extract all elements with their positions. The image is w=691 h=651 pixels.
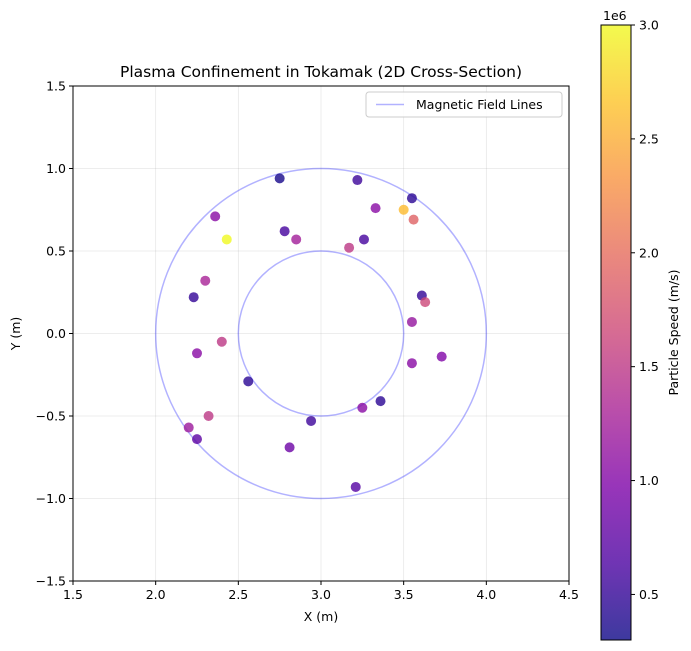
x-tick-label: 4.0 [476, 587, 496, 602]
particle-point [398, 204, 409, 215]
particle-point [192, 348, 202, 359]
particle-point [306, 415, 317, 426]
particle-point [350, 481, 361, 492]
legend: Magnetic Field Lines [365, 91, 563, 118]
y-tick-label: 1.0 [46, 161, 66, 176]
y-tick-label: 1.5 [46, 79, 66, 94]
field-line-circle [154, 167, 488, 500]
particle-point [420, 297, 431, 308]
colorbar-tick-label: 1.5 [639, 359, 659, 374]
legend-label: Magnetic Field Lines [416, 97, 543, 112]
y-tick-label: −0.5 [36, 409, 66, 424]
colorbar-tick-label: 1.0 [639, 473, 659, 488]
particle-point [192, 434, 202, 445]
colorbar-tick-label: 2.0 [639, 245, 659, 260]
particle-point [291, 234, 302, 245]
x-tick-label: 2.5 [228, 587, 248, 602]
legend-box [365, 91, 563, 118]
particle-point [200, 275, 211, 286]
particle-point [352, 175, 363, 186]
particle-points [183, 173, 447, 492]
particle-point [203, 411, 214, 421]
y-axis-label: Y (m) [8, 317, 23, 352]
particle-point [279, 226, 290, 237]
y-tick-label: −1.5 [36, 574, 66, 589]
particle-point [436, 351, 447, 362]
particle-point [406, 316, 417, 327]
particle-point [221, 234, 232, 245]
particle-point [406, 358, 417, 369]
particle-point [243, 376, 254, 387]
magnetic-field-lines [154, 167, 488, 500]
colorbar-tick-label: 2.5 [639, 131, 659, 146]
particle-point [357, 402, 368, 413]
colorbar-tick-label: 3.0 [639, 18, 659, 33]
x-axis-ticks: 1.5 2.0 2.5 3.0 3.5 4.0 4.5 [63, 581, 579, 602]
x-tick-label: 3.5 [394, 587, 414, 602]
particle-point [370, 203, 381, 214]
colorbar-gradient [600, 24, 632, 641]
y-tick-label: 0.5 [46, 244, 66, 259]
x-tick-label: 1.5 [63, 587, 83, 602]
y-tick-label: −1.0 [36, 491, 66, 506]
colorbar-multiplier: 1e6 [603, 8, 627, 23]
colorbar-ticks: 0.5 1.0 1.5 2.0 2.5 3.0 [631, 18, 659, 602]
colorbar: 0.5 1.0 1.5 2.0 2.5 3.0 1e6 Particle Speed (m… [600, 8, 681, 641]
particle-point [344, 242, 355, 253]
particle-point [183, 422, 194, 433]
x-tick-label: 2.0 [146, 587, 166, 602]
particle-point [406, 193, 417, 204]
particle-point [408, 214, 419, 225]
field-line-circle [237, 250, 405, 417]
y-tick-label: 0.0 [46, 326, 66, 341]
particle-point [216, 336, 227, 347]
particle-point [375, 396, 386, 407]
particle-point [358, 234, 369, 245]
chart-title: Plasma Confinement in Tokamak (2D Cross-… [120, 63, 522, 81]
x-tick-label: 3.0 [311, 587, 331, 602]
particle-point [210, 211, 221, 222]
x-axis-label: X (m) [304, 609, 338, 624]
colorbar-label: Particle Speed (m/s) [666, 270, 681, 396]
grid-lines [72, 85, 570, 582]
colorbar-tick-label: 0.5 [639, 587, 659, 602]
particle-point [188, 292, 199, 303]
particle-point [274, 173, 285, 184]
x-tick-label: 4.5 [559, 587, 579, 602]
y-axis-ticks: −1.5 −1.0 −0.5 0.0 0.5 1.0 1.5 [36, 79, 73, 589]
particle-point [284, 442, 295, 453]
